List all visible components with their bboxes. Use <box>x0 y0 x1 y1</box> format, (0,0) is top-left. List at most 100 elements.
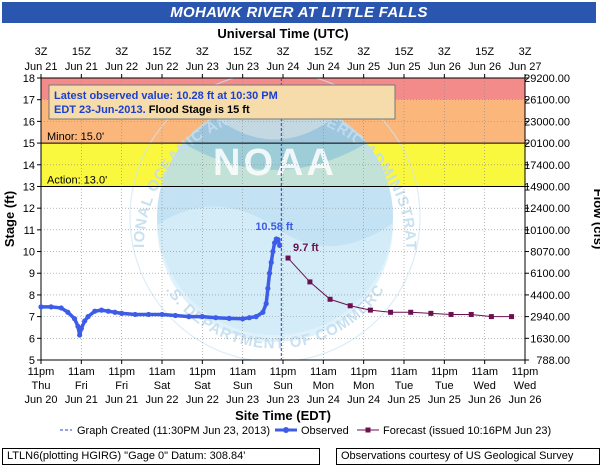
top-tick-date: Jun 25 <box>347 61 380 73</box>
y-tick-label: 13 <box>23 181 35 193</box>
forecast-point <box>509 314 515 320</box>
y2-tick-label: 4400.00 <box>530 290 570 302</box>
legend-created-label: Graph Created (11:30PM Jun 23, 2013) <box>77 425 270 437</box>
observed-point <box>48 304 54 310</box>
top-tick-time: 15Z <box>395 46 414 58</box>
forecast-point <box>285 255 291 261</box>
latest-value-line1: Latest observed value: 10.28 ft at 10:30… <box>54 90 278 102</box>
x-tick-date: Jun 23 <box>266 394 299 406</box>
forecast-point <box>347 303 353 309</box>
observed-point <box>277 242 283 249</box>
seal-wave <box>157 206 394 342</box>
top-tick-date: Jun 22 <box>145 61 178 73</box>
observed-point <box>119 310 125 316</box>
y-tick-label: 16 <box>23 116 35 128</box>
band-label-minor: Minor: 15.0' <box>47 131 104 143</box>
x-tick-time: 11pm <box>108 366 135 378</box>
observed-point <box>98 307 105 313</box>
x-tick-date: Jun 26 <box>508 394 541 406</box>
observed-point <box>253 314 259 320</box>
y-tick-label: 11 <box>24 225 35 237</box>
x-tick-time: 11am <box>391 366 418 378</box>
forecast-crest-label: 9.7 ft <box>293 242 319 254</box>
footer-credit-label: Observations courtesy of US Geological S… <box>336 448 600 465</box>
annotations: 10.58 ft9.7 ft Latest observed value: 10.… <box>48 84 396 254</box>
x-tick-time: 11am <box>229 366 256 378</box>
latest-value-line2: EDT 23-Jun-2013. Flood Stage is 15 ft <box>54 104 250 116</box>
top-tick-time: 3Z <box>357 46 370 58</box>
x-axis-title: Site Time (EDT) <box>235 408 331 423</box>
legend-observed-label: Observed <box>301 425 349 437</box>
observed-point <box>58 305 64 311</box>
x-tick-date: Jun 24 <box>347 394 380 406</box>
top-tick-date: Jun 26 <box>428 61 461 73</box>
forecast-point <box>448 311 454 317</box>
top-tick-time: 15Z <box>475 46 494 58</box>
x-tick-day: Mon <box>313 380 334 392</box>
observed-point <box>92 308 98 314</box>
observed-point <box>77 332 83 338</box>
y-tick-label: 8 <box>29 290 35 302</box>
top-tick-date: Jun 23 <box>186 61 219 73</box>
top-tick-time: 3Z <box>196 46 209 58</box>
y-tick-label: 6 <box>29 333 35 345</box>
y2-axis-title: Flow (cfs) <box>591 189 600 250</box>
x-tick-day: Sun <box>233 380 253 392</box>
observed-point <box>78 325 84 332</box>
observed-point <box>72 316 78 322</box>
legend-forecast-label: Forecast (issued 10:16PM Jun 23) <box>383 425 551 437</box>
top-tick-date: Jun 24 <box>266 61 299 73</box>
observed-point <box>240 316 246 322</box>
forecast-point <box>428 310 434 316</box>
top-tick-date: Jun 26 <box>468 61 501 73</box>
observed-point <box>186 314 192 320</box>
observed-point <box>145 311 152 318</box>
observed-point <box>265 285 271 292</box>
x-tick-date: Jun 22 <box>186 394 219 406</box>
forecast-point <box>327 296 333 302</box>
top-tick-time: 3Z <box>35 46 48 58</box>
y2-tick-label: 17400.00 <box>524 160 570 172</box>
y2-tick-label: 8070.00 <box>530 247 570 259</box>
top-tick-time: 3Z <box>519 46 532 58</box>
observed-point <box>82 318 88 324</box>
observed-point <box>270 248 276 255</box>
forecast-point <box>307 279 313 285</box>
x-tick-time: 11pm <box>28 366 55 378</box>
axis-tick-labels: 5 6 7 8 9 10 11 12 13 14 15 16 17 18 788.00 1630.00 2940… <box>2 26 600 423</box>
observed-point <box>271 240 278 246</box>
legend: Graph Created (11:30PM Jun 23, 2013) Obse… <box>60 425 551 437</box>
x-tick-time: 11am <box>471 366 498 378</box>
top-tick-date: Jun 21 <box>24 61 57 73</box>
forecast-point <box>488 314 494 320</box>
x-tick-time: 11pm <box>512 366 539 378</box>
top-tick-date: Jun 23 <box>226 61 259 73</box>
observed-point <box>159 311 165 318</box>
observed-point <box>172 312 179 319</box>
y-tick-label: 5 <box>29 355 35 367</box>
x-tick-time: 11pm <box>270 366 297 378</box>
top-tick-time: 15Z <box>233 46 252 58</box>
x-tick-date: Jun 24 <box>307 394 340 406</box>
x-tick-day: Mon <box>353 380 374 392</box>
top-tick-time: 15Z <box>72 46 91 58</box>
observed-point <box>266 270 273 276</box>
top-tick-date: Jun 27 <box>508 61 541 73</box>
forecast-point <box>367 307 373 313</box>
x-tick-date: Jun 21 <box>65 394 98 406</box>
y-tick-label: 10 <box>23 247 35 259</box>
forecast-point <box>408 309 414 315</box>
y2-tick-label: 788.00 <box>536 355 570 367</box>
y-tick-label: 17 <box>23 95 35 107</box>
forecast-point <box>388 309 394 315</box>
x-tick-date: Jun 20 <box>24 394 57 406</box>
observed-point <box>246 315 252 321</box>
x-tick-time: 11am <box>310 366 337 378</box>
x-tick-day: Sat <box>154 380 171 392</box>
x-tick-day: Fri <box>75 380 88 392</box>
x-tick-day: Fri <box>115 380 128 392</box>
y2-tick-label: 26100.00 <box>524 95 570 107</box>
x-tick-day: Tue <box>395 380 414 392</box>
latest-value-box <box>48 84 396 120</box>
top-tick-date: Jun 25 <box>387 61 420 73</box>
